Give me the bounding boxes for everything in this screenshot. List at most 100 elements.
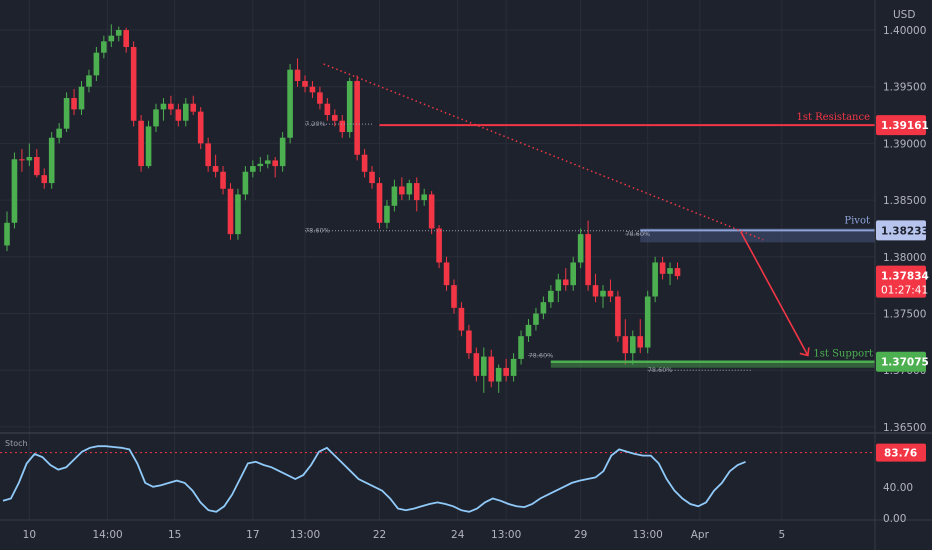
- candle-body[interactable]: [235, 194, 241, 235]
- candle-body[interactable]: [637, 336, 644, 348]
- candle-body[interactable]: [26, 157, 33, 161]
- candle-body[interactable]: [250, 166, 256, 172]
- candle-body[interactable]: [138, 120, 144, 167]
- candle-body[interactable]: [48, 137, 55, 184]
- candles[interactable]: [4, 24, 681, 393]
- candle-body[interactable]: [548, 290, 554, 303]
- candle-body[interactable]: [115, 30, 122, 36]
- candle-body[interactable]: [130, 47, 137, 121]
- candle-body[interactable]: [175, 109, 182, 121]
- candle-body[interactable]: [302, 81, 308, 87]
- candle-body[interactable]: [488, 356, 495, 382]
- candle-body[interactable]: [93, 52, 100, 76]
- candle-body[interactable]: [428, 194, 435, 229]
- candle-body[interactable]: [19, 159, 25, 161]
- candle-body[interactable]: [354, 81, 360, 155]
- candle-body[interactable]: [674, 268, 681, 277]
- candle-body[interactable]: [607, 290, 614, 297]
- candle-body[interactable]: [562, 279, 569, 286]
- candle-body[interactable]: [339, 120, 346, 133]
- candle-body[interactable]: [272, 160, 278, 167]
- candle-body[interactable]: [197, 111, 204, 144]
- candle-body[interactable]: [518, 336, 524, 359]
- candle-body[interactable]: [257, 163, 264, 167]
- candle-body[interactable]: [369, 171, 375, 184]
- resistance-label: 1st Resistance: [796, 112, 870, 123]
- candle-body[interactable]: [443, 262, 450, 286]
- candle-body[interactable]: [473, 353, 480, 376]
- candle-body[interactable]: [391, 186, 398, 206]
- candle-body[interactable]: [451, 285, 457, 308]
- candle-body[interactable]: [667, 268, 673, 274]
- candle-body[interactable]: [376, 183, 383, 223]
- candle-body[interactable]: [361, 154, 368, 172]
- candle-body[interactable]: [585, 234, 591, 286]
- candle-body[interactable]: [86, 75, 92, 87]
- candle-body[interactable]: [525, 324, 532, 337]
- candle-body[interactable]: [41, 175, 48, 184]
- candle-body[interactable]: [577, 234, 584, 263]
- candle-body[interactable]: [145, 126, 152, 167]
- candle-body[interactable]: [413, 183, 420, 201]
- candle-body[interactable]: [533, 313, 539, 325]
- candle-body[interactable]: [570, 262, 576, 286]
- pivot-price-tag: [876, 220, 926, 241]
- candle-body[interactable]: [346, 81, 353, 133]
- candle-body[interactable]: [481, 356, 487, 376]
- fib-level-label: 7.20%: [305, 120, 326, 128]
- candle-body[interactable]: [56, 128, 62, 138]
- candle-body[interactable]: [212, 166, 219, 172]
- candle-body[interactable]: [659, 262, 666, 274]
- candle-body[interactable]: [279, 137, 286, 167]
- candle-body[interactable]: [317, 92, 323, 104]
- candle-body[interactable]: [630, 336, 636, 354]
- candle-body[interactable]: [205, 143, 211, 167]
- candle-body[interactable]: [622, 336, 629, 354]
- time-tick-label: 13:00: [633, 529, 663, 541]
- candle-body[interactable]: [399, 186, 405, 195]
- candle-body[interactable]: [332, 115, 338, 121]
- candle-body[interactable]: [78, 86, 85, 110]
- candle-body[interactable]: [108, 35, 115, 42]
- candle-body[interactable]: [495, 367, 502, 382]
- candle-body[interactable]: [190, 103, 197, 112]
- candle-body[interactable]: [652, 262, 658, 297]
- candle-body[interactable]: [406, 183, 413, 195]
- candle-body[interactable]: [540, 302, 547, 314]
- candle-body[interactable]: [168, 103, 174, 110]
- candle-body[interactable]: [11, 159, 18, 223]
- candle-body[interactable]: [592, 285, 599, 297]
- candle-body[interactable]: [101, 41, 107, 53]
- candle-body[interactable]: [384, 205, 390, 223]
- candle-body[interactable]: [503, 367, 509, 376]
- candle-body[interactable]: [421, 194, 427, 201]
- candle-body[interactable]: [309, 86, 316, 93]
- candle-body[interactable]: [63, 98, 70, 129]
- candle-body[interactable]: [615, 296, 621, 337]
- candle-body[interactable]: [71, 98, 77, 110]
- candle-body[interactable]: [555, 279, 562, 291]
- candle-body[interactable]: [220, 171, 226, 189]
- candle-body[interactable]: [287, 69, 293, 138]
- candle-body[interactable]: [123, 30, 129, 48]
- stoch-panel[interactable]: Stoch 83.76 40.00 0.00: [0, 439, 926, 525]
- candle-body[interactable]: [183, 103, 189, 121]
- stoch-tick-label: 0.00: [883, 513, 906, 525]
- candle-body[interactable]: [227, 188, 234, 235]
- candle-body[interactable]: [324, 103, 331, 116]
- candle-body[interactable]: [436, 228, 442, 263]
- candle-body[interactable]: [153, 109, 159, 127]
- candle-body[interactable]: [644, 296, 651, 348]
- candle-body[interactable]: [600, 290, 606, 297]
- candle-body[interactable]: [160, 103, 167, 110]
- candle-body[interactable]: [458, 307, 465, 331]
- candle-body[interactable]: [466, 330, 472, 354]
- candle-body[interactable]: [264, 160, 271, 164]
- time-axis[interactable]: 10 14:00 15 17 13:00 22 24 13:00 29 13:00 Apr 5: [23, 529, 785, 541]
- candle-body[interactable]: [294, 69, 301, 82]
- candle-body[interactable]: [34, 157, 40, 176]
- candle-body[interactable]: [242, 171, 249, 195]
- candle-body[interactable]: [510, 358, 517, 376]
- candle-body[interactable]: [4, 222, 10, 246]
